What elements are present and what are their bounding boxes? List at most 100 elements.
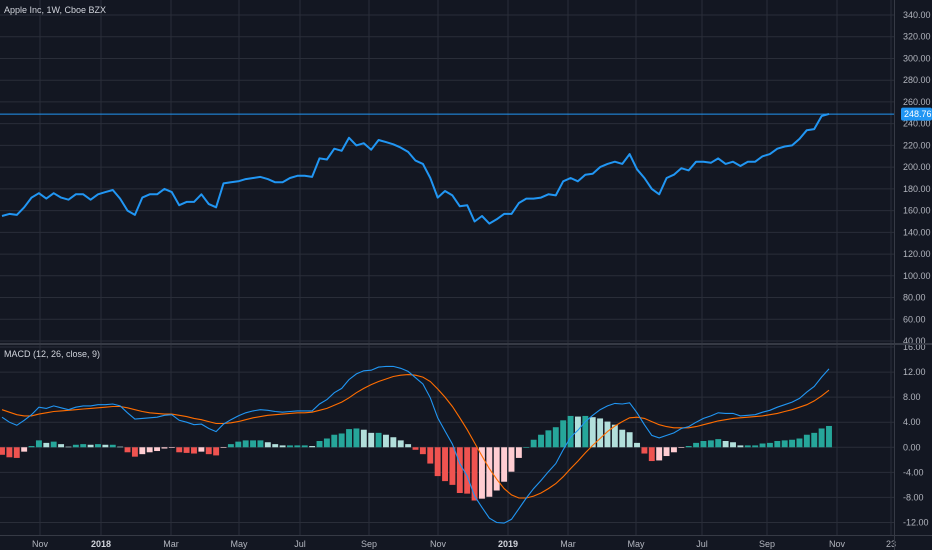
x-tick-label: Jul	[294, 539, 306, 549]
histogram-bar	[752, 445, 759, 448]
y-tick-label: -8.00	[903, 492, 924, 502]
histogram-bar	[117, 446, 124, 448]
histogram-bar	[13, 447, 20, 458]
histogram-bar	[560, 420, 567, 448]
histogram-bar	[619, 429, 626, 448]
histogram-bar	[405, 444, 412, 448]
histogram-bar	[154, 447, 161, 452]
histogram-bar	[693, 442, 700, 448]
y-tick-label: 0.00	[903, 442, 921, 452]
histogram-bar	[287, 445, 293, 448]
histogram-bar	[346, 429, 352, 448]
histogram-bar	[803, 434, 810, 448]
y-tick-label: 320.00	[903, 32, 931, 42]
y-tick-label: 160.00	[903, 206, 931, 216]
histogram-bar	[567, 415, 574, 448]
histogram-bar	[279, 445, 286, 448]
histogram-bar	[146, 447, 153, 453]
histogram-bar	[515, 447, 522, 458]
histogram-bar	[678, 447, 685, 448]
histogram-bar	[198, 447, 205, 452]
histogram-bar	[6, 447, 13, 458]
histogram-bar	[442, 447, 448, 482]
histogram-bar	[368, 432, 375, 448]
histogram-bar	[730, 442, 736, 448]
histogram-bar	[419, 447, 426, 455]
histogram-bar	[574, 416, 581, 448]
histogram-bar	[552, 427, 559, 448]
histogram-bar	[131, 447, 138, 457]
histogram-bar	[257, 440, 264, 448]
histogram-bar	[331, 434, 338, 448]
histogram-bar	[35, 440, 42, 448]
histogram-bar	[28, 446, 35, 448]
histogram-bar	[589, 417, 596, 448]
histogram-bar	[353, 428, 360, 448]
histogram-bar	[737, 445, 744, 448]
histogram-layer	[0, 415, 832, 501]
x-tick-label: Nov	[829, 539, 846, 549]
histogram-bar	[250, 440, 257, 448]
histogram-bar	[168, 447, 175, 448]
histogram-bar	[523, 447, 530, 448]
histogram-bar	[766, 442, 773, 448]
y-tick-label: 140.00	[903, 227, 931, 237]
histogram-bar	[471, 447, 478, 501]
histogram-bar	[818, 428, 825, 448]
histogram-bar	[205, 447, 212, 455]
y-tick-label: 300.00	[903, 53, 931, 63]
chart-title: Apple Inc, 1W, Cboe BZX	[4, 5, 106, 15]
histogram-bar	[383, 434, 389, 448]
y-tick-label: 200.00	[903, 162, 931, 172]
histogram-bar	[294, 445, 301, 448]
histogram-bar	[161, 447, 168, 449]
y-tick-label: 80.00	[903, 293, 926, 303]
histogram-bar	[427, 447, 434, 464]
histogram-bar	[670, 447, 677, 453]
histogram-bar	[220, 447, 227, 448]
histogram-bar	[545, 430, 552, 448]
histogram-bar	[309, 446, 316, 448]
histogram-bar	[72, 444, 79, 448]
x-tick-label: 23	[886, 539, 896, 549]
histogram-bar	[65, 446, 72, 448]
histogram-bar	[604, 421, 611, 448]
y-tick-label: 100.00	[903, 271, 931, 281]
x-tick-label: May	[230, 539, 248, 549]
histogram-bar	[360, 429, 367, 448]
y-tick-label: 12.00	[903, 367, 926, 377]
histogram-bar	[43, 442, 50, 448]
histogram-bar	[715, 439, 722, 448]
histogram-bar	[464, 447, 471, 494]
histogram-bar	[538, 434, 544, 448]
price-tag: 248.76	[901, 107, 932, 121]
y-tick-label: -12.00	[903, 517, 929, 527]
histogram-bar	[634, 442, 640, 448]
histogram-bar	[744, 445, 751, 448]
y-tick-label: 180.00	[903, 184, 931, 194]
y-tick-label: 120.00	[903, 249, 931, 259]
histogram-bar	[58, 444, 65, 448]
histogram-bar	[530, 439, 537, 448]
x-tick-label: Sep	[759, 539, 775, 549]
histogram-bar	[50, 441, 57, 448]
histogram-bar	[781, 440, 788, 448]
histogram-bar	[449, 447, 456, 485]
histogram-bar	[493, 447, 500, 491]
histogram-bar	[80, 444, 87, 448]
histogram-bar	[789, 439, 796, 448]
y-tick-label: 260.00	[903, 97, 931, 107]
y-tick-label: 4.00	[903, 417, 921, 427]
histogram-bar	[95, 444, 101, 448]
histogram-bar	[301, 445, 308, 448]
histogram-bar	[124, 447, 131, 453]
histogram-bar	[582, 415, 589, 448]
x-tick-label: Sep	[361, 539, 377, 549]
histogram-bar	[0, 447, 5, 455]
histogram-bar	[685, 446, 692, 448]
x-tick-label: Mar	[163, 539, 179, 549]
macd-title: MACD (12, 26, close, 9)	[4, 349, 100, 359]
x-tick-label: Jul	[696, 539, 708, 549]
